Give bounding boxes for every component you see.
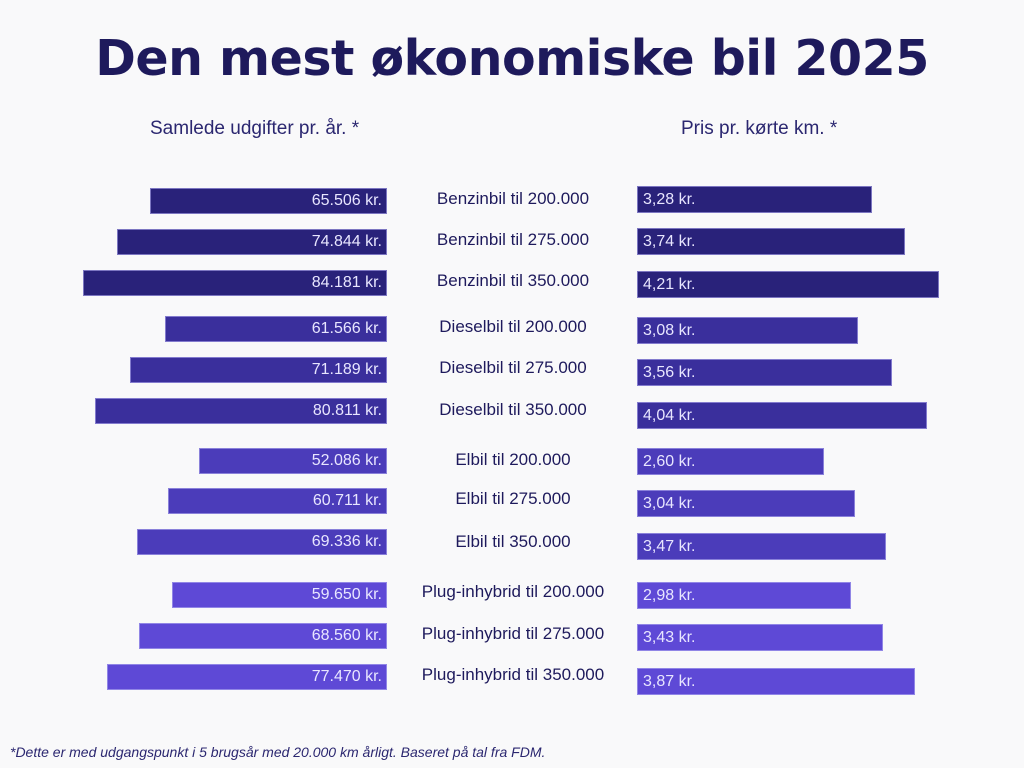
annual-cost-bar (83, 270, 387, 296)
price-per-km-label: 3,87 kr. (643, 673, 696, 690)
price-per-km-label: 3,08 kr. (643, 322, 696, 339)
annual-cost-bar (107, 664, 387, 690)
annual-cost-label: 59.650 kr. (311, 586, 382, 603)
category-label: Elbil til 200.000 (455, 450, 571, 469)
category-label: Plug-inhybrid til 200.000 (421, 582, 605, 601)
price-per-km-bar (637, 402, 927, 429)
price-per-km-bar (637, 624, 884, 651)
annual-cost-label: 52.086 kr. (311, 452, 382, 469)
category-label: Elbil til 350.000 (455, 532, 571, 551)
price-per-km-bar (637, 359, 893, 386)
price-per-km-bar (637, 271, 939, 298)
price-per-km-bar (637, 533, 886, 560)
price-per-km-label: 3,74 kr. (643, 233, 696, 250)
annual-cost-bar (116, 229, 387, 255)
annual-cost-label: 68.560 kr. (311, 627, 382, 644)
annual-cost-label: 84.181 kr. (311, 274, 382, 291)
annual-cost-bar (164, 316, 387, 342)
annual-cost-bar (139, 623, 387, 649)
annual-cost-bar (95, 398, 387, 424)
category-label: Benzinbil til 350.000 (436, 271, 590, 290)
price-per-km-label: 4,04 kr. (643, 407, 696, 424)
footnote: *Dette er med udgangspunkt i 5 brugsår m… (10, 744, 546, 760)
annual-cost-label: 65.506 kr. (311, 192, 382, 209)
price-per-km-label: 3,47 kr. (643, 538, 696, 555)
chart-title: Den mest økonomiske bil 2025 (95, 30, 929, 87)
annual-cost-bar (150, 188, 387, 214)
annual-cost-bar (171, 582, 387, 608)
annual-cost-label: 60.711 kr. (312, 492, 382, 509)
price-per-km-label: 3,04 kr. (643, 495, 696, 512)
price-per-km-label: 3,28 kr. (643, 191, 696, 208)
price-per-km-bar (637, 490, 856, 517)
price-per-km-bar (637, 228, 906, 255)
annual-cost-bar (198, 448, 387, 474)
annual-cost-bar (167, 488, 387, 514)
annual-cost-label: 71.189 kr. (311, 361, 382, 378)
category-label: Benzinbil til 275.000 (436, 230, 590, 249)
price-per-km-label: 3,43 kr. (643, 629, 696, 646)
annual-cost-label: 80.811 kr. (312, 402, 382, 419)
price-per-km-bar (637, 317, 858, 344)
category-label: Elbil til 275.000 (455, 489, 571, 508)
price-per-km-label: 3,56 kr. (643, 364, 696, 381)
category-label: Plug-inhybrid til 350.000 (421, 665, 605, 684)
price-per-km-bar (637, 582, 851, 609)
annual-cost-bar (136, 529, 387, 555)
category-label: Benzinbil til 200.000 (436, 189, 590, 208)
left-axis-label: Samlede udgifter pr. år. * (150, 118, 360, 139)
price-per-km-label: 2,60 kr. (643, 453, 696, 470)
price-per-km-bar (637, 448, 824, 475)
price-per-km-label: 4,21 kr. (643, 276, 696, 293)
category-label: Dieselbil til 350.000 (439, 400, 587, 419)
price-per-km-label: 2,98 kr. (643, 587, 696, 604)
annual-cost-label: 77.470 kr. (311, 668, 382, 685)
category-label: Dieselbil til 275.000 (439, 358, 587, 377)
annual-cost-label: 74.844 kr. (311, 233, 382, 250)
category-label: Dieselbil til 200.000 (439, 317, 587, 336)
price-per-km-bar (637, 668, 915, 695)
right-axis-label: Pris pr. kørte km. * (681, 118, 838, 139)
annual-cost-label: 61.566 kr. (311, 320, 382, 337)
category-label: Plug-inhybrid til 275.000 (421, 624, 605, 643)
annual-cost-bar (129, 357, 387, 383)
price-per-km-bar (637, 186, 873, 213)
annual-cost-label: 69.336 kr. (311, 533, 382, 550)
